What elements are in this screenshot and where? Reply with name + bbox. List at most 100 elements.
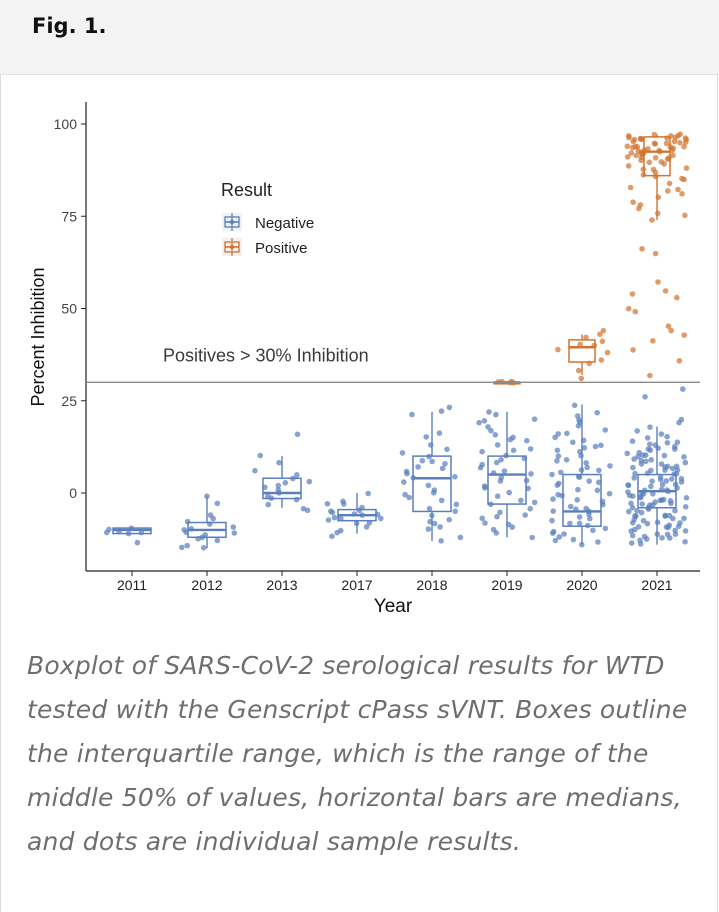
data-point-negative [482,520,488,526]
data-point-negative [325,517,332,523]
data-point-negative [507,436,514,443]
data-point-negative [592,443,599,450]
data-point-negative [561,531,567,537]
data-point-negative [670,515,676,522]
data-point-negative [430,490,437,496]
data-point-positive [555,346,561,353]
data-point-positive [650,338,656,344]
data-point-negative [629,504,636,511]
data-point-negative [486,409,492,415]
data-point-negative [645,446,652,452]
data-point-positive [577,341,583,348]
data-point-negative [436,430,443,436]
y-tick-label: 75 [61,208,77,224]
data-point-positive [599,338,606,345]
data-point-negative [647,441,653,448]
data-point-positive [645,146,651,152]
box-iqr [562,473,602,527]
data-point-positive [647,372,653,379]
data-point-negative [404,470,410,477]
box-negative-2013 [262,456,302,508]
data-point-negative [626,508,632,515]
x-tick-label: 2012 [191,577,222,593]
data-point-negative [555,491,561,498]
data-point-positive [625,163,632,169]
data-point-positive [624,143,631,150]
figure-label: Fig. 1. [32,14,107,38]
data-point-negative [668,500,674,507]
data-point-positive [665,188,671,194]
data-point-negative [446,516,453,523]
data-point-negative [214,537,221,544]
data-point-negative [570,439,576,446]
data-point-negative [425,526,432,532]
data-point-negative [231,530,238,536]
data-point-negative [556,534,563,540]
box-iqr [262,477,302,500]
data-point-positive [598,357,605,363]
chart-axes [85,102,700,572]
data-point-negative [399,450,406,456]
data-point-negative [640,491,647,497]
data-point-positive [670,152,676,159]
legend-key-dot [229,244,235,250]
data-point-negative [522,512,528,518]
data-point-negative [366,520,373,526]
data-point-negative [640,517,647,524]
data-point-negative [497,478,504,484]
data-point-negative [214,500,221,507]
data-point-positive [638,157,644,164]
box-negative-2019 [487,411,527,538]
data-point-negative [598,442,604,449]
data-point-negative [602,525,609,532]
x-axis-label: Year [374,596,413,617]
data-point-negative [663,524,670,530]
data-point-negative [482,485,488,491]
data-point-negative [638,509,645,516]
data-point-negative [630,493,636,499]
data-point-positive [665,323,672,329]
box-iqr [643,136,671,177]
data-point-negative [558,469,564,476]
data-point-negative [550,528,557,535]
data-point-negative [602,427,609,433]
data-point-negative [304,507,311,514]
data-point-negative [629,438,636,445]
data-point-negative [681,515,687,522]
data-point-negative [479,461,486,468]
data-point-negative [252,467,258,474]
data-point-negative [658,461,665,467]
legend-entry-positive: Positive [222,238,308,257]
data-point-positive [677,139,683,146]
data-point-negative [452,508,459,515]
data-point-negative [647,424,653,431]
data-point-negative [419,457,426,464]
data-point-negative [682,459,689,466]
data-point-negative [494,513,500,520]
data-point-negative [506,489,512,496]
data-point-negative [571,402,578,409]
data-point-positive [652,250,659,257]
data-point-negative [672,507,678,514]
frame-border-left [0,74,1,912]
data-point-negative [324,501,331,507]
data-point-positive [649,217,655,223]
data-point-negative [659,535,665,541]
data-point-negative [200,545,207,551]
data-point-negative [639,501,645,507]
data-point-positive [669,147,676,153]
data-point-negative [664,463,671,470]
data-point-negative [638,461,645,467]
figure-caption: Boxplot of SARS-CoV-2 serological result… [27,651,688,856]
y-tick-label: 25 [61,393,77,409]
data-point-negative [493,530,500,536]
data-point-positive [655,279,661,285]
data-point-positive [639,246,645,252]
data-point-positive [682,212,688,219]
data-point-negative [179,544,185,551]
box-negative-2011 [112,527,152,535]
data-point-negative [681,454,687,460]
data-point-positive [681,332,687,338]
data-point-positive [655,210,661,217]
data-point-negative [662,513,668,519]
